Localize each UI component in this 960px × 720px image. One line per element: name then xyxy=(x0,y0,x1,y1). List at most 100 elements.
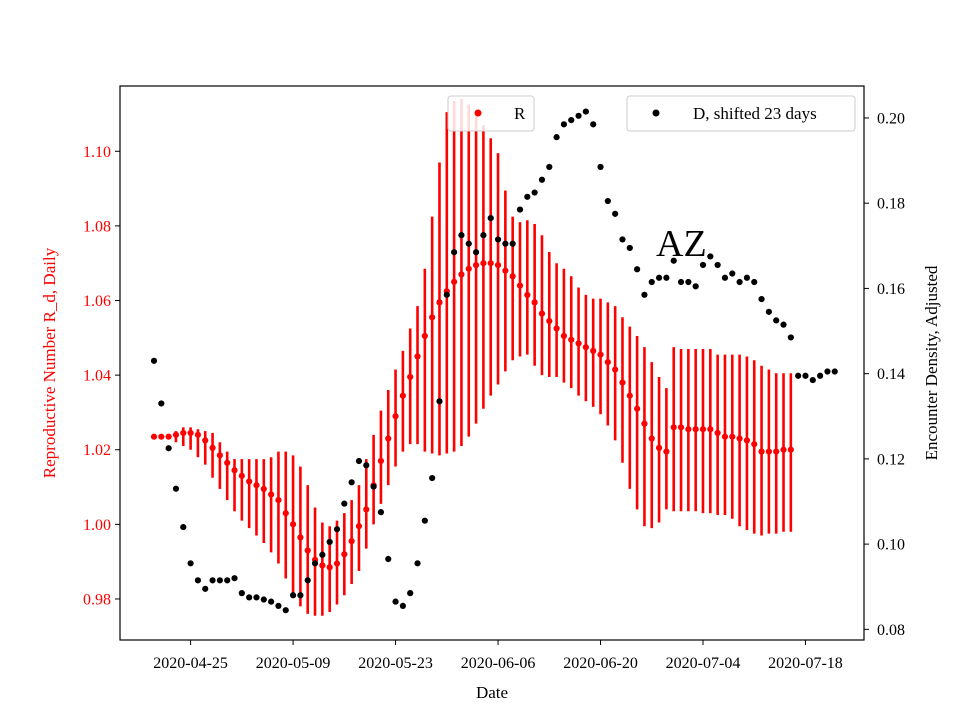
r-point xyxy=(480,260,487,267)
r-point xyxy=(538,310,546,317)
right-y-tick-label: 0.16 xyxy=(877,281,905,298)
r-point xyxy=(685,426,692,433)
r-point xyxy=(429,314,436,321)
r-point xyxy=(458,271,465,278)
d-point xyxy=(787,334,794,341)
r-point xyxy=(326,564,333,571)
d-point xyxy=(575,112,582,119)
d-point xyxy=(480,232,487,239)
r-point xyxy=(363,506,370,513)
plot-frame xyxy=(119,85,865,641)
legend-d-label: D, shifted 23 days xyxy=(693,104,817,123)
r-point xyxy=(348,538,355,545)
r-point xyxy=(626,392,633,399)
d-point xyxy=(634,266,641,273)
r-point xyxy=(385,435,392,442)
r-point xyxy=(407,373,414,381)
d-point xyxy=(619,236,626,243)
r-point xyxy=(670,424,677,431)
d-point xyxy=(743,274,751,281)
d-point xyxy=(641,291,648,298)
r-point xyxy=(575,340,582,347)
left-y-tick-label: 1.10 xyxy=(83,144,111,161)
d-point xyxy=(209,577,216,584)
r-point xyxy=(150,433,158,440)
left-y-axis: 0.98 1.00 1.02 1.04 1.06 1.08 1.10 xyxy=(83,144,120,608)
r-point xyxy=(677,424,685,431)
right-y-axis: 0.08 0.10 0.12 0.14 0.16 0.18 0.20 xyxy=(864,110,905,639)
d-point xyxy=(297,592,304,599)
d-point xyxy=(758,295,765,303)
d-point xyxy=(172,485,180,492)
d-point xyxy=(443,291,450,298)
d-point xyxy=(663,274,670,281)
d-point xyxy=(817,372,824,379)
d-point xyxy=(260,596,267,603)
d-point xyxy=(194,577,202,584)
r-point xyxy=(502,267,509,274)
r-point xyxy=(355,523,363,530)
d-point xyxy=(289,592,297,599)
r-point xyxy=(765,448,772,455)
d-point xyxy=(202,585,209,592)
r-point xyxy=(275,497,282,504)
r-point xyxy=(509,273,516,280)
d-point xyxy=(238,590,245,597)
d-point xyxy=(780,321,787,328)
r-point xyxy=(714,429,721,437)
r-point xyxy=(194,431,202,438)
r-point xyxy=(260,485,267,493)
r-point xyxy=(224,459,231,466)
d-point xyxy=(795,372,802,379)
r-point xyxy=(516,282,524,289)
right-y-axis-label: Encounter Density, Adjusted xyxy=(922,265,941,460)
r-point xyxy=(619,379,626,386)
d-point xyxy=(421,517,428,524)
d-point xyxy=(333,526,341,533)
legend-d: D, shifted 23 days xyxy=(626,95,856,132)
r-point xyxy=(421,332,428,340)
d-point xyxy=(304,577,311,584)
r-point xyxy=(604,358,611,366)
d-point xyxy=(341,500,348,507)
right-y-tick-label: 0.10 xyxy=(877,537,905,554)
r-point xyxy=(282,510,289,517)
r-point xyxy=(751,441,758,448)
d-point xyxy=(553,134,560,141)
d-point xyxy=(502,240,509,247)
d-point xyxy=(311,560,319,567)
r-point xyxy=(582,344,589,351)
r-series xyxy=(150,260,794,571)
r-point xyxy=(780,446,787,453)
r-point xyxy=(297,534,304,541)
r-point xyxy=(721,433,729,440)
r-point xyxy=(253,482,260,489)
r-point xyxy=(209,444,216,451)
d-point xyxy=(524,193,531,200)
legend-d-marker xyxy=(652,109,660,117)
d-point xyxy=(385,555,392,563)
r-point xyxy=(304,547,311,554)
d-point xyxy=(363,462,370,469)
legend-r-box xyxy=(447,95,535,132)
r-point xyxy=(743,437,751,444)
r-point xyxy=(773,448,780,455)
r-point xyxy=(568,336,575,343)
r-point xyxy=(597,351,604,358)
r-point xyxy=(648,435,655,442)
r-point xyxy=(524,291,531,299)
r-point xyxy=(655,444,663,451)
d-point xyxy=(568,116,575,124)
d-point xyxy=(509,240,516,247)
r-point xyxy=(590,347,597,354)
r-point xyxy=(414,353,421,360)
x-tick-label: 2020-06-20 xyxy=(563,655,638,672)
r-point xyxy=(172,431,180,438)
d-point xyxy=(538,176,546,183)
d-point xyxy=(370,483,377,490)
r-point xyxy=(341,551,348,558)
state-annotation: AZ xyxy=(656,223,707,265)
right-y-tick-label: 0.12 xyxy=(877,451,905,468)
r-point xyxy=(399,392,406,399)
